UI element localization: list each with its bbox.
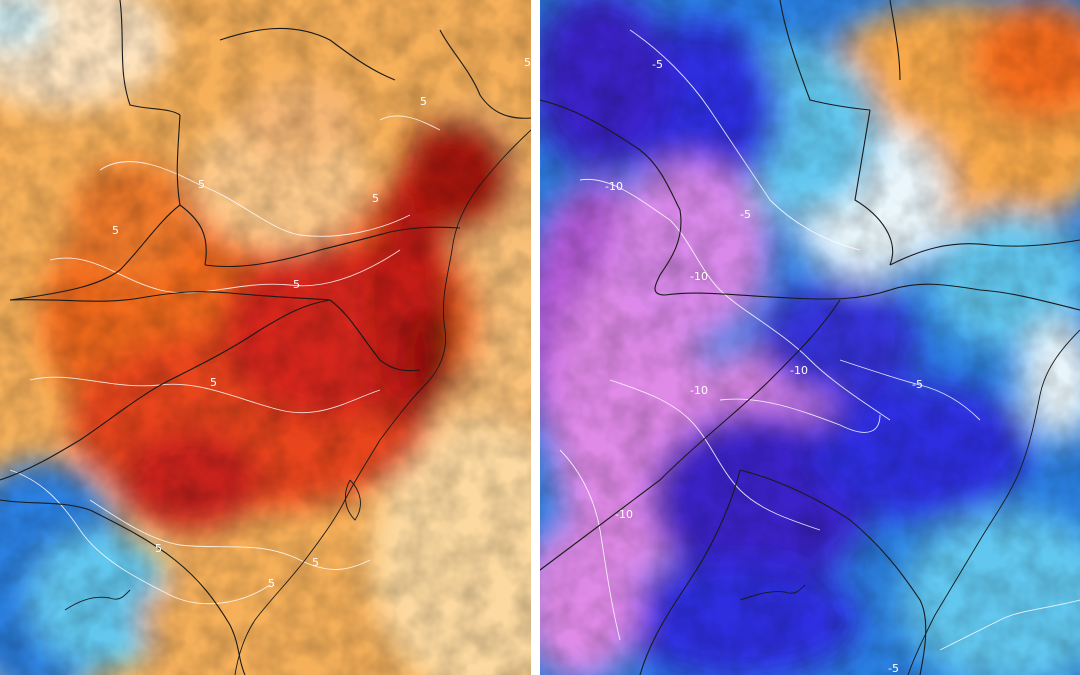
cold-contours (559, 29, 1080, 651)
cold-texture (540, 0, 1080, 675)
contour-label: 5 (372, 192, 379, 205)
panel-divider (531, 0, 540, 675)
contour-label: 5 (293, 278, 300, 291)
contour-label: 5 (112, 224, 119, 237)
contour-label: 5 (268, 577, 275, 590)
warm-contours (9, 115, 441, 605)
cold-political-borders (540, 0, 1080, 675)
contour-label: -5 (652, 58, 663, 71)
warm-texture (0, 0, 531, 675)
cold-contour-labels: -5 -5 -10 -10 -10 -10 -10 -5 -5 (605, 58, 923, 675)
contour-label: -5 (888, 662, 899, 675)
cold-anomaly-map-canvas: -5 -5 -10 -10 -10 -10 -10 -5 -5 (540, 0, 1080, 675)
contour-label: -5 (740, 208, 751, 221)
cold-coastline (739, 329, 1080, 675)
cold-anomaly-map: -5 -5 -10 -10 -10 -10 -10 -5 -5 (540, 0, 1080, 675)
warm-political-borders (0, 0, 531, 675)
warm-anomaly-map: 5 5 5 5 5 5 5 5 5 5 (0, 0, 531, 675)
warm-anomaly-map-canvas: 5 5 5 5 5 5 5 5 5 5 (0, 0, 531, 675)
contour-label: -5 (912, 378, 923, 391)
contour-label: -10 (615, 508, 633, 521)
contour-label: 5 (210, 376, 217, 389)
warm-contour-labels: 5 5 5 5 5 5 5 5 5 5 (112, 56, 531, 590)
contour-label: 5 (198, 178, 205, 191)
contour-label: 5 (524, 56, 531, 69)
contour-label: -10 (605, 180, 623, 193)
contour-label: 5 (420, 95, 427, 108)
contour-label: 5 (155, 542, 162, 555)
contour-label: -10 (690, 270, 708, 283)
contour-label: -10 (790, 364, 808, 377)
contour-label: -10 (690, 384, 708, 397)
contour-label: 5 (312, 556, 319, 569)
warm-coastline (64, 129, 531, 675)
